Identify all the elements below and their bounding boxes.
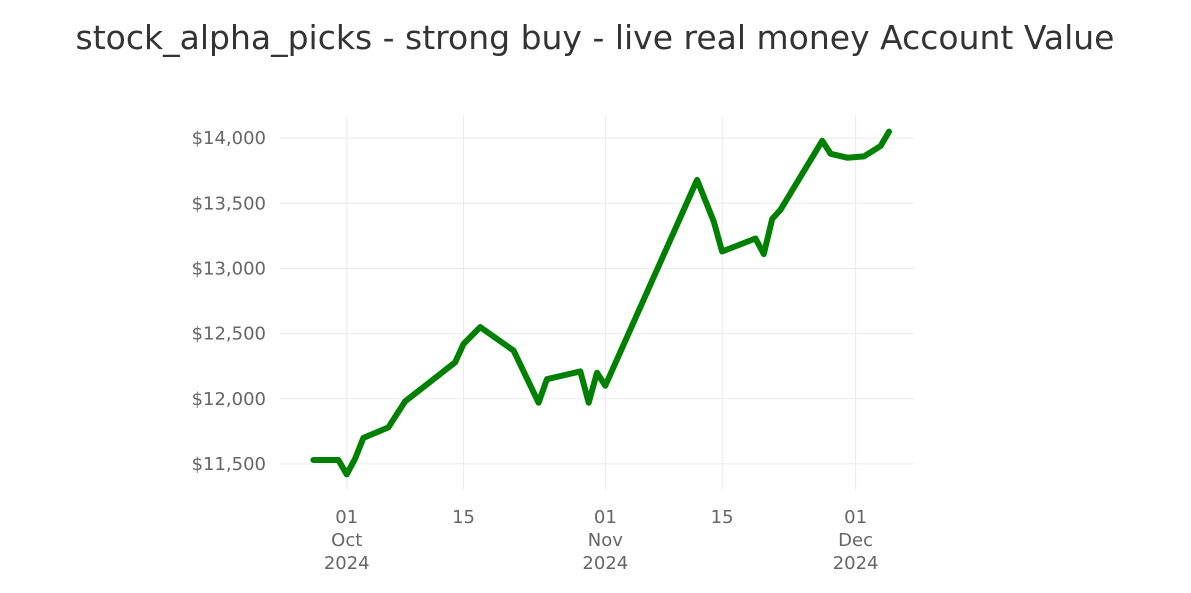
- x-tick-label: 2024: [582, 553, 628, 574]
- y-tick-label: $12,000: [192, 389, 266, 410]
- x-tick-label: 2024: [833, 553, 879, 574]
- x-tick-label: 01: [844, 507, 867, 528]
- y-tick-label: $12,500: [192, 324, 266, 345]
- y-tick-label: $14,000: [192, 128, 266, 149]
- y-tick-label: $13,000: [192, 258, 266, 279]
- y-tick-label: $13,500: [192, 193, 266, 214]
- y-tick-label: $11,500: [192, 454, 266, 475]
- x-tick-label: 2024: [324, 553, 370, 574]
- data-points: [313, 131, 890, 475]
- x-tick-label: Oct: [331, 530, 362, 551]
- x-tick-label: 15: [711, 507, 734, 528]
- y-gridlines: [280, 137, 914, 465]
- y-axis-tick-labels: $11,500 $12,000 $12,500 $13,000 $13,500 $14,0…: [192, 128, 266, 475]
- x-tick-label: Nov: [588, 530, 623, 551]
- account-value-line: [310, 128, 892, 478]
- x-gridlines: [346, 116, 857, 490]
- x-tick-label: 01: [335, 507, 358, 528]
- x-tick-label: 01: [594, 507, 617, 528]
- x-tick-label: 15: [452, 507, 475, 528]
- x-tick-label: Dec: [838, 530, 873, 551]
- chart-title: stock_alpha_picks - strong buy - live re…: [76, 18, 1115, 57]
